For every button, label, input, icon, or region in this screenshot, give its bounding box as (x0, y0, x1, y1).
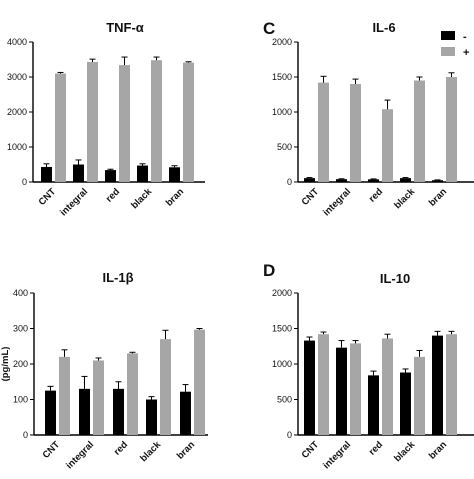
il6-category-label: bran (427, 186, 449, 208)
il1b-y-tick-label: 400 (13, 288, 28, 298)
il1b-y-tick-label: 100 (13, 395, 28, 405)
tnf-title: TNF-α (106, 20, 144, 35)
tnf-bar-treated (87, 61, 98, 183)
il6-y-tick-label: 1000 (272, 107, 292, 117)
il10-bar-untreated (368, 375, 379, 435)
tnf-bar-untreated (105, 170, 116, 182)
il1b-bar-treated (93, 360, 104, 435)
il10-bar-untreated (432, 335, 443, 435)
il6-bar-treated (318, 82, 329, 182)
il1b-category-label: red (112, 439, 130, 457)
tnf-bar-treated (55, 73, 66, 182)
il1b-category-label: integral (64, 439, 96, 471)
legend-swatch-treated (441, 47, 455, 56)
il6-y-tick-label: 1500 (272, 72, 292, 82)
il1b-y-tick-label: 200 (13, 359, 28, 369)
tnf-category-label: red (104, 186, 122, 204)
tnf-bar-treated (119, 65, 130, 182)
il10-title: IL-10 (380, 271, 410, 286)
il10-bar-treated (318, 334, 329, 435)
il1b-y-tick-label: 300 (13, 324, 28, 334)
il6-bar-untreated (368, 179, 379, 182)
il6-bar-treated (350, 84, 361, 182)
il1b-bar-treated (127, 353, 138, 435)
il10-bar-untreated (304, 340, 315, 435)
il10-bar-untreated (336, 347, 347, 435)
il1b-title: IL-1β (102, 270, 133, 285)
il6-bar-treated (446, 77, 457, 182)
tnf-y-tick-label: 3000 (7, 72, 27, 82)
il6-y-tick-label: 0 (287, 177, 292, 187)
il6-panel-letter: C (263, 19, 275, 38)
tnf-bar-untreated (137, 165, 148, 182)
il6-category-label: CNT (300, 186, 322, 208)
il10-category-label: black (392, 439, 417, 464)
il6-bar-treated (382, 109, 393, 182)
il1b-bar-untreated (180, 391, 191, 435)
legend-swatch-untreated (441, 31, 455, 40)
il10-bar-treated (350, 343, 361, 435)
il6-category-label: red (367, 186, 385, 204)
il1b-y-label: (pg/mL) (0, 347, 11, 382)
tnf-category-label: integral (58, 186, 90, 218)
il6-bar-untreated (304, 178, 315, 182)
tnf-bar-untreated (73, 164, 84, 182)
il1b-category-label: CNT (41, 439, 63, 461)
tnf-bar-treated (151, 60, 162, 183)
il10-bar-treated (382, 338, 393, 435)
il6-y-tick-label: 500 (277, 142, 292, 152)
il1b-y-tick-label: 0 (23, 430, 28, 440)
legend-label-treated: + (463, 47, 469, 59)
il10-y-tick-label: 0 (287, 430, 292, 440)
il6-bar-untreated (432, 180, 443, 182)
il6-bar-untreated (400, 178, 411, 182)
il6-title: IL-6 (372, 20, 395, 35)
il10-bar-untreated (400, 372, 411, 435)
il10-y-tick-label: 500 (277, 395, 292, 405)
tnf-bar-untreated (169, 167, 180, 182)
tnf-y-tick-label: 1000 (7, 142, 27, 152)
il6-category-label: integral (321, 186, 353, 218)
il1b-bar-treated (59, 356, 70, 435)
il10-panel-letter: D (263, 261, 275, 280)
il10-category-label: red (367, 439, 385, 457)
tnf-y-tick-label: 0 (22, 177, 27, 187)
il1b-category-label: black (138, 439, 163, 464)
il6-bar-treated (414, 80, 425, 182)
tnf-category-label: CNT (37, 186, 59, 208)
il10-y-tick-label: 1000 (272, 359, 292, 369)
il1b-bar-untreated (113, 388, 124, 435)
tnf-bar-treated (183, 62, 194, 182)
il10-category-label: bran (427, 439, 449, 461)
il10-bar-treated (446, 334, 457, 435)
il6-y-tick-label: 2000 (272, 37, 292, 47)
il6-bar-untreated (336, 179, 347, 182)
il10-category-label: integral (321, 439, 353, 471)
tnf-category-label: bran (164, 186, 186, 208)
il1b-bar-treated (160, 339, 171, 435)
il1b-bar-untreated (146, 399, 157, 435)
tnf-bar-untreated (41, 166, 52, 182)
il1b-bar-untreated (45, 390, 56, 435)
il1b-bar-untreated (79, 388, 90, 435)
il10-y-tick-label: 1500 (272, 324, 292, 334)
il10-bar-treated (414, 356, 425, 435)
il1b-bar-treated (194, 329, 205, 435)
il10-category-label: CNT (300, 439, 322, 461)
tnf-y-tick-label: 2000 (7, 107, 27, 117)
il10-y-tick-label: 2000 (272, 288, 292, 298)
tnf-y-tick-label: 4000 (7, 37, 27, 47)
tnf-category-label: black (129, 186, 154, 211)
il1b-category-label: bran (175, 439, 197, 461)
il6-category-label: black (392, 186, 417, 211)
legend-label-untreated: - (463, 31, 467, 43)
